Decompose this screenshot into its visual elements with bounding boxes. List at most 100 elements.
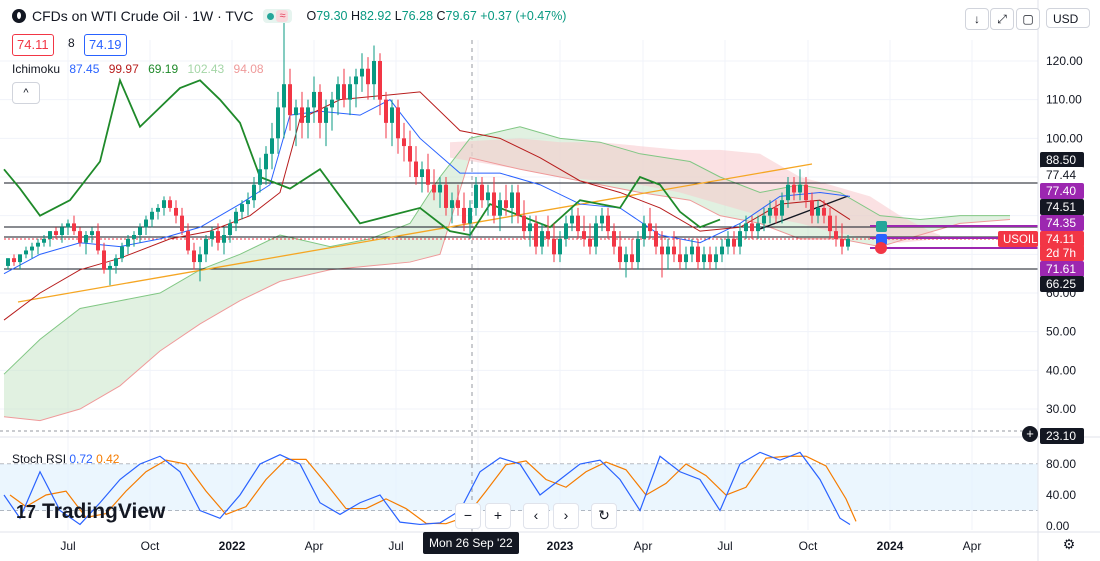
time-tick-label: 2024: [877, 539, 904, 553]
high-label: H: [350, 9, 361, 23]
candle-body: [570, 215, 574, 224]
stoch-rsi-pane: [3, 451, 857, 526]
buy-button[interactable]: 74.19: [84, 34, 127, 56]
time-tick-label: Jul: [60, 539, 75, 553]
candle-body: [216, 231, 220, 243]
candle-body: [828, 215, 832, 232]
kijun-line: [3, 91, 851, 321]
candle-body: [444, 184, 448, 208]
collapse-legend-button[interactable]: ^: [12, 82, 40, 104]
candle-body: [798, 184, 802, 193]
candle-body: [510, 192, 514, 208]
reset-chart-button[interactable]: ↻: [591, 503, 617, 529]
candle-body: [744, 223, 748, 232]
candle-body: [378, 61, 382, 100]
info-marker-icon: [876, 234, 887, 245]
settings-gear-icon[interactable]: ⚙: [1062, 536, 1076, 552]
candle-body: [414, 161, 418, 177]
black-trendline: [759, 195, 849, 230]
expand-icon[interactable]: ⤢: [990, 8, 1014, 30]
candle-body: [642, 223, 646, 239]
candle-body: [648, 223, 652, 232]
symbol-title[interactable]: CFDs on WTI Crude Oil · 1W · TVC: [32, 8, 254, 24]
stoch-rsi-legend[interactable]: Stoch RSI 0.72 0.42: [12, 452, 119, 466]
stoch-tick-label: 80.00: [1046, 457, 1076, 471]
candle-body: [666, 246, 670, 255]
close-label: C: [436, 9, 446, 23]
sell-button[interactable]: 74.11: [12, 34, 54, 56]
candle-body: [300, 107, 304, 123]
ichimoku-legend[interactable]: Ichimoku 87.45 99.97 69.19 102.43 94.08: [12, 62, 270, 76]
scroll-right-button[interactable]: ›: [553, 503, 579, 529]
candle-body: [474, 184, 478, 208]
candle-body: [324, 107, 328, 123]
candle-body: [750, 223, 754, 232]
ichimoku-spanA-value: 102.43: [187, 62, 225, 76]
zoom-in-button[interactable]: +: [485, 503, 511, 529]
orange-trendline: [17, 163, 813, 303]
candle-body: [846, 238, 850, 247]
candle-body: [450, 200, 454, 208]
currency-select[interactable]: USD: [1046, 8, 1090, 28]
cloud-green: [4, 126, 1010, 421]
price-label-text: 74.35: [1046, 216, 1076, 230]
price-label-text: 88.50: [1046, 153, 1076, 167]
candle-body: [42, 238, 46, 243]
layout-icon[interactable]: ▢: [1016, 8, 1040, 30]
price-label-box: [1040, 167, 1084, 183]
candle-body: [126, 238, 130, 247]
open-label: O: [306, 9, 317, 23]
candle-body: [72, 223, 76, 232]
price-label-box: [1040, 183, 1084, 199]
add-plus-icon[interactable]: +: [1022, 426, 1038, 442]
candle-body: [330, 99, 334, 108]
candle-body: [402, 138, 406, 147]
candle-body: [486, 192, 490, 201]
candle-body: [150, 211, 154, 220]
zoom-out-button[interactable]: −: [455, 503, 481, 529]
price-label-box: [1040, 231, 1084, 247]
candle-body: [156, 207, 160, 212]
market-status-badge[interactable]: ≈: [263, 9, 293, 23]
candle-body: [480, 184, 484, 201]
price-label-text: 77.44: [1046, 168, 1076, 182]
time-tick-label: 2023: [547, 539, 574, 553]
price-label-box: [1040, 428, 1084, 444]
stoch-k-value: 0.72: [69, 452, 93, 466]
low-value: 76.28: [401, 9, 434, 23]
candle-body: [60, 227, 64, 235]
stoch-tick-label: 40.00: [1046, 488, 1076, 502]
download-icon[interactable]: ↓: [965, 8, 989, 30]
price-label-box: [1040, 152, 1084, 168]
candle-body: [354, 76, 358, 85]
candle-body: [468, 207, 472, 224]
tradingview-logo[interactable]: 17 TradingView: [16, 500, 165, 524]
candle-body: [564, 223, 568, 239]
candle-body: [18, 254, 22, 263]
price-label-box: [1040, 276, 1084, 292]
candle-body: [342, 84, 346, 100]
candle-body: [282, 84, 286, 108]
time-tick-label: Apr: [963, 539, 982, 553]
candle-body: [822, 207, 826, 216]
candle-body: [558, 238, 562, 255]
ichimoku-chikou-value: 69.19: [148, 62, 179, 76]
change-value: +0.37 (+0.47%): [480, 9, 567, 23]
candle-body: [336, 84, 340, 100]
ichimoku-spanB-value: 94.08: [233, 62, 264, 76]
price-label-box: [1040, 199, 1084, 215]
scroll-left-button[interactable]: ‹: [523, 503, 549, 529]
candle-body: [198, 254, 202, 263]
candle-body: [720, 246, 724, 255]
candle-body: [432, 184, 436, 193]
candle-body: [552, 238, 556, 255]
candle-body: [534, 223, 538, 247]
oil-drop-icon: [12, 9, 26, 23]
candle-body: [696, 246, 700, 263]
candle-body: [762, 215, 766, 224]
candle-body: [90, 231, 94, 235]
candle-body: [84, 235, 88, 243]
grid: [0, 40, 1100, 532]
